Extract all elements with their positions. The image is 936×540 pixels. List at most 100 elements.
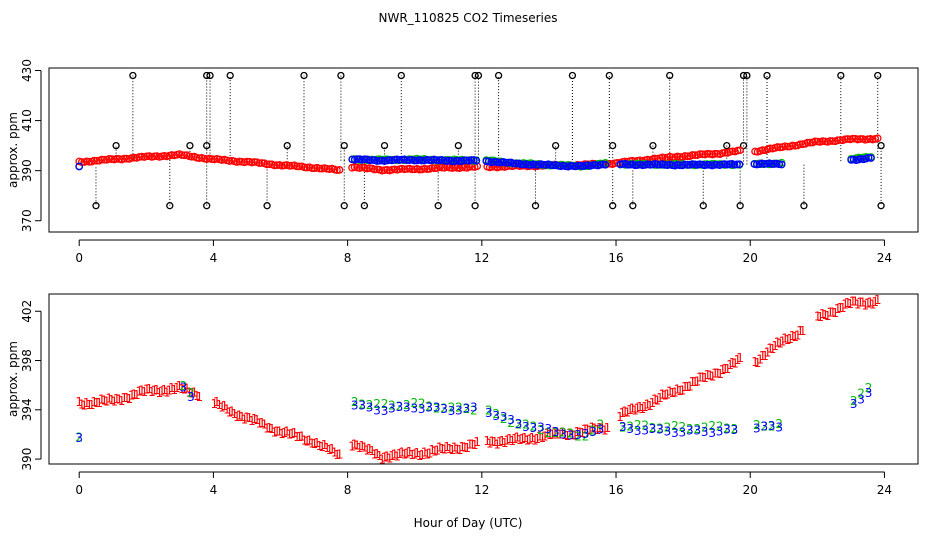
data-point-1: 1 [869, 297, 877, 311]
data-point-red [335, 166, 344, 174]
data-point-blue [710, 160, 719, 169]
data-point-1: 1 [564, 429, 572, 443]
data-point-1: 1 [696, 370, 704, 384]
data-point-1: 1 [90, 395, 98, 409]
data-point-1: 1 [471, 438, 479, 452]
flag-point-high [474, 71, 483, 80]
flag-point-low [203, 202, 211, 210]
data-point-2: 2 [507, 416, 515, 430]
data-point-1: 1 [441, 442, 449, 456]
data-point-1: 1 [716, 367, 724, 381]
data-point-3: 3 [589, 425, 597, 439]
flag-point-high [743, 71, 751, 80]
data-point-3: 3 [753, 421, 761, 435]
data-point-1: 1 [791, 330, 799, 344]
data-point-1: 1 [256, 417, 264, 431]
data-point-2: 2 [485, 403, 493, 417]
data-point-1: 1 [113, 392, 121, 406]
data-point-1: 1 [731, 357, 739, 371]
x-tick-label: 16 [608, 483, 623, 497]
data-point-2: 2 [701, 420, 709, 434]
data-point-1: 1 [676, 384, 684, 398]
flag-point-mid [203, 141, 211, 150]
data-point-red [676, 153, 684, 161]
data-point-1: 1 [186, 385, 194, 399]
data-point-red [150, 152, 159, 161]
data-point-1: 1 [586, 423, 594, 437]
data-point-2: 2 [857, 387, 865, 401]
data-point-3: 3 [679, 426, 687, 440]
data-point-1: 1 [128, 389, 136, 403]
flag-point-mid [283, 141, 291, 150]
data-point-1: 1 [268, 422, 276, 436]
data-point-1: 1 [579, 426, 587, 440]
chart-title: NWR_110825 CO2 Timeseries [379, 11, 558, 25]
data-point-1: 1 [383, 450, 391, 464]
data-point-blue [524, 161, 533, 169]
data-point-red [873, 134, 882, 143]
flag-point-high [203, 71, 211, 80]
data-point-1: 1 [241, 412, 249, 426]
data-point-red [293, 162, 301, 171]
data-point-1: 1 [714, 366, 722, 380]
y-tick-label: 390 [20, 448, 34, 471]
data-point-1: 1 [691, 375, 699, 389]
data-point-2: 2 [358, 397, 366, 411]
data-point-blue [631, 161, 640, 170]
data-point-2: 2 [865, 381, 873, 395]
data-point-1: 1 [531, 433, 539, 447]
data-point-1: 1 [574, 425, 582, 439]
data-point-1: 1 [173, 381, 181, 395]
flag-point-low [434, 202, 442, 210]
data-point-2: 2 [500, 412, 508, 426]
data-point-2: 2 [530, 420, 538, 434]
flag-point-mid [454, 141, 462, 150]
data-point-1: 1 [656, 391, 664, 405]
data-point-3: 3 [485, 406, 493, 420]
data-point-1: 1 [831, 306, 839, 320]
data-point-blue [681, 160, 689, 169]
data-point-red [415, 165, 424, 174]
data-point-1: 1 [736, 351, 744, 365]
flag-point-low [800, 202, 808, 210]
x-tick-label: 8 [344, 251, 352, 265]
data-point-1: 1 [641, 400, 649, 414]
flag-point-mid [112, 141, 120, 150]
flag-point-mid [609, 141, 617, 150]
y-tick-label: 430 [20, 59, 34, 82]
data-point-red [460, 163, 469, 172]
flag-point-low [471, 202, 479, 210]
data-point-1: 1 [701, 371, 709, 385]
data-point-blue [539, 160, 548, 169]
data-point-1: 1 [651, 393, 659, 407]
data-point-3: 3 [418, 402, 426, 416]
data-point-1: 1 [263, 421, 271, 435]
data-point-1: 1 [814, 309, 822, 323]
data-point-2: 2 [515, 418, 523, 432]
data-point-1: 1 [686, 379, 694, 393]
data-point-1: 1 [411, 448, 419, 462]
data-point-2: 2 [440, 402, 448, 416]
top-panel: approx. ppm 0 4 8 12 16 20 24 370 390 410 430 [6, 59, 919, 265]
data-point-1: 1 [516, 433, 524, 447]
data-point-1: 1 [448, 443, 456, 457]
data-point-2: 2 [731, 422, 739, 436]
data-point-1: 1 [138, 383, 146, 397]
data-point-red [661, 153, 669, 162]
data-point-red [826, 137, 835, 145]
data-point-1: 1 [659, 388, 667, 402]
data-point-2: 2 [567, 427, 575, 441]
data-point-3: 3 [850, 397, 858, 411]
data-point-3: 3 [455, 404, 463, 418]
data-point-1: 1 [93, 396, 101, 410]
data-point-1: 1 [118, 394, 126, 408]
data-point-1: 1 [546, 428, 554, 442]
data-point-red [721, 148, 729, 157]
data-point-3: 3 [671, 426, 679, 440]
x-tick-label: 0 [75, 251, 83, 265]
data-point-2: 2 [418, 397, 426, 411]
data-point-3: 3 [701, 425, 709, 439]
data-point-blue [688, 160, 697, 168]
data-point-1: 1 [451, 441, 459, 455]
data-point-blue [395, 156, 404, 164]
